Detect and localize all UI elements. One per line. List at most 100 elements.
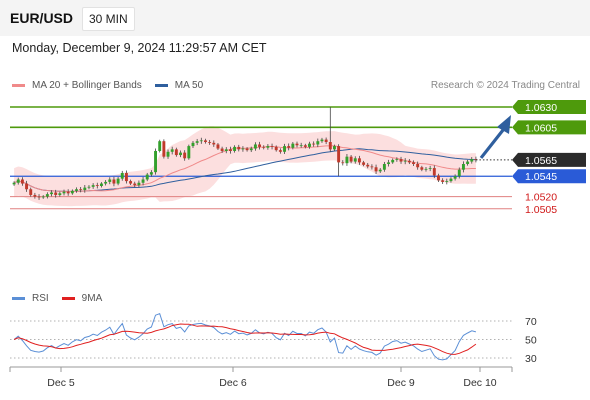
candle-body bbox=[312, 143, 316, 145]
candle bbox=[50, 190, 53, 197]
candle bbox=[195, 138, 199, 146]
candle bbox=[208, 139, 212, 145]
candle bbox=[241, 146, 245, 152]
candle-body bbox=[457, 169, 461, 177]
candles-layer bbox=[12, 107, 478, 200]
candle-body bbox=[466, 161, 470, 165]
candle-body bbox=[378, 169, 382, 172]
candle-body bbox=[474, 159, 478, 160]
legend-label-bollinger: MA 20 + Bollinger Bands bbox=[32, 80, 142, 91]
bollinger-band-layer bbox=[14, 126, 476, 207]
candle-body bbox=[191, 142, 195, 147]
candle bbox=[362, 160, 366, 167]
candle bbox=[308, 141, 311, 149]
candle bbox=[124, 170, 128, 184]
moving-average-layer bbox=[13, 145, 476, 193]
candle bbox=[158, 139, 162, 153]
candle-body bbox=[295, 143, 299, 146]
candle-body bbox=[70, 190, 74, 194]
candle bbox=[262, 145, 266, 150]
level-tag-2 bbox=[512, 169, 586, 184]
legend-label-9ma: 9MA bbox=[81, 293, 103, 304]
candle bbox=[70, 189, 74, 195]
candle-body bbox=[25, 183, 29, 190]
level-label-0: 1.0630 bbox=[525, 102, 557, 114]
candle-body bbox=[212, 142, 216, 145]
candle bbox=[457, 167, 461, 179]
candle-body bbox=[208, 142, 212, 143]
candle-body bbox=[54, 192, 58, 195]
candle bbox=[228, 146, 232, 154]
candle-body bbox=[324, 139, 328, 143]
candle bbox=[179, 150, 182, 158]
candle-body bbox=[420, 167, 424, 170]
candle bbox=[25, 180, 29, 192]
candle bbox=[99, 182, 103, 188]
level-label-1: 1.0605 bbox=[525, 122, 557, 134]
candle-body bbox=[287, 146, 291, 148]
timeframe-button[interactable]: 30 MIN bbox=[82, 7, 135, 31]
forecast-arrow-head bbox=[497, 115, 511, 134]
candle bbox=[166, 149, 170, 159]
candle-body bbox=[237, 146, 241, 150]
candle-body bbox=[258, 144, 262, 147]
candle-body bbox=[461, 164, 465, 170]
copyright-text: Research © 2024 Trading Central bbox=[430, 80, 580, 91]
candle-body bbox=[83, 187, 87, 191]
candle bbox=[424, 167, 428, 172]
candle-body bbox=[320, 139, 324, 142]
candle bbox=[54, 189, 58, 198]
candle bbox=[382, 161, 386, 172]
candle bbox=[204, 138, 207, 144]
candle-body bbox=[407, 160, 411, 163]
candle bbox=[253, 142, 257, 151]
candle bbox=[461, 161, 465, 173]
candle-body bbox=[162, 141, 166, 157]
candle bbox=[16, 177, 20, 185]
candle-body bbox=[149, 172, 153, 175]
candle bbox=[420, 165, 424, 172]
candle-body bbox=[449, 178, 453, 182]
candle-body bbox=[224, 149, 228, 151]
candle-body bbox=[382, 164, 386, 170]
candle bbox=[470, 157, 474, 164]
candle bbox=[170, 146, 174, 155]
candle-body bbox=[291, 143, 295, 148]
candle bbox=[432, 165, 436, 179]
candle bbox=[129, 179, 133, 186]
candle-body bbox=[195, 141, 199, 143]
candle bbox=[145, 172, 149, 182]
candle bbox=[449, 177, 453, 183]
candle-body bbox=[366, 164, 370, 167]
candle-body bbox=[416, 164, 420, 168]
candle-body bbox=[120, 172, 124, 179]
candle-body bbox=[266, 146, 270, 148]
level-label-3: 1.0520 bbox=[525, 192, 557, 204]
candle bbox=[212, 140, 216, 147]
candle bbox=[341, 160, 345, 166]
candle-body bbox=[316, 141, 320, 145]
candle-body bbox=[441, 180, 445, 182]
candle bbox=[357, 155, 361, 165]
candle bbox=[174, 147, 178, 157]
candle-body bbox=[374, 167, 378, 172]
candle bbox=[445, 178, 449, 185]
candle-body bbox=[170, 149, 174, 152]
candle-body bbox=[95, 185, 99, 186]
candle-body bbox=[58, 193, 62, 195]
candle bbox=[287, 143, 291, 151]
candle-body bbox=[362, 162, 366, 165]
candle bbox=[466, 159, 470, 166]
candle bbox=[141, 176, 145, 186]
candle-body bbox=[99, 183, 103, 186]
candle bbox=[378, 168, 382, 173]
legend-item-ma50: MA 50 bbox=[154, 80, 203, 91]
rsi-level-label-0: 70 bbox=[525, 316, 537, 328]
candle bbox=[249, 146, 253, 153]
candle bbox=[108, 177, 112, 185]
candle-body bbox=[216, 144, 220, 149]
candle-body bbox=[141, 179, 145, 183]
candle bbox=[199, 137, 203, 144]
